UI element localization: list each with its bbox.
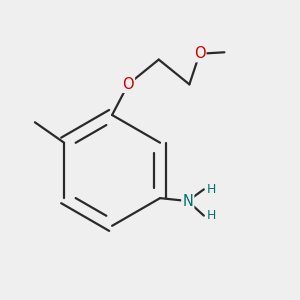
Text: H: H xyxy=(207,183,216,196)
Text: O: O xyxy=(122,77,134,92)
Text: O: O xyxy=(194,46,206,61)
Text: N: N xyxy=(182,194,193,208)
Text: H: H xyxy=(207,209,216,222)
